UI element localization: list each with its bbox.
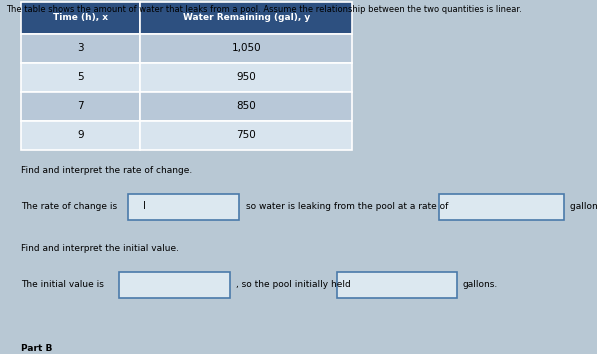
Text: The initial value is: The initial value is — [21, 280, 104, 289]
FancyBboxPatch shape — [21, 2, 140, 34]
FancyBboxPatch shape — [128, 194, 239, 220]
FancyBboxPatch shape — [337, 272, 457, 298]
Text: Water Remaining (gal), y: Water Remaining (gal), y — [183, 13, 310, 22]
FancyBboxPatch shape — [140, 2, 352, 34]
Text: 3: 3 — [77, 43, 84, 53]
Text: 7: 7 — [77, 101, 84, 111]
Text: gallons.: gallons. — [463, 280, 498, 289]
FancyBboxPatch shape — [21, 92, 140, 121]
Text: 750: 750 — [236, 130, 256, 140]
Text: Part B: Part B — [21, 344, 53, 353]
Text: so water is leaking from the pool at a rate of: so water is leaking from the pool at a r… — [246, 202, 448, 211]
Text: 850: 850 — [236, 101, 256, 111]
Text: 9: 9 — [77, 130, 84, 140]
FancyBboxPatch shape — [140, 121, 352, 150]
Text: The rate of change is: The rate of change is — [21, 202, 117, 211]
FancyBboxPatch shape — [140, 63, 352, 92]
FancyBboxPatch shape — [439, 194, 564, 220]
FancyBboxPatch shape — [21, 63, 140, 92]
FancyBboxPatch shape — [140, 92, 352, 121]
Text: Find and interpret the rate of change.: Find and interpret the rate of change. — [21, 166, 192, 175]
Text: Time (h), x: Time (h), x — [53, 13, 108, 22]
FancyBboxPatch shape — [21, 121, 140, 150]
Text: Find and interpret the initial value.: Find and interpret the initial value. — [21, 244, 179, 252]
Text: gallons per minute.: gallons per minute. — [570, 202, 597, 211]
FancyBboxPatch shape — [140, 34, 352, 63]
Text: 5: 5 — [77, 72, 84, 82]
Text: 950: 950 — [236, 72, 256, 82]
Text: 1,050: 1,050 — [232, 43, 261, 53]
FancyBboxPatch shape — [21, 34, 140, 63]
Text: , so the pool initially held: , so the pool initially held — [236, 280, 350, 289]
FancyBboxPatch shape — [119, 272, 230, 298]
Text: The table shows the amount of water that leaks from a pool. Assume the relations: The table shows the amount of water that… — [6, 5, 522, 14]
Text: I: I — [143, 201, 146, 211]
